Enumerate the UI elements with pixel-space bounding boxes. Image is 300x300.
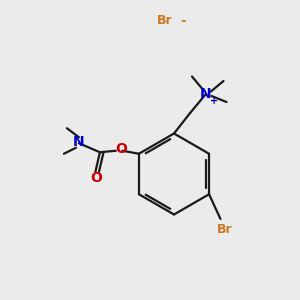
Text: Br: Br (217, 223, 233, 236)
Text: O: O (115, 142, 127, 156)
Text: O: O (90, 171, 102, 185)
Text: N: N (200, 88, 211, 101)
Text: +: + (210, 95, 218, 106)
Text: N: N (73, 135, 84, 149)
Text: -: - (180, 14, 186, 28)
Text: Br: Br (157, 14, 173, 28)
